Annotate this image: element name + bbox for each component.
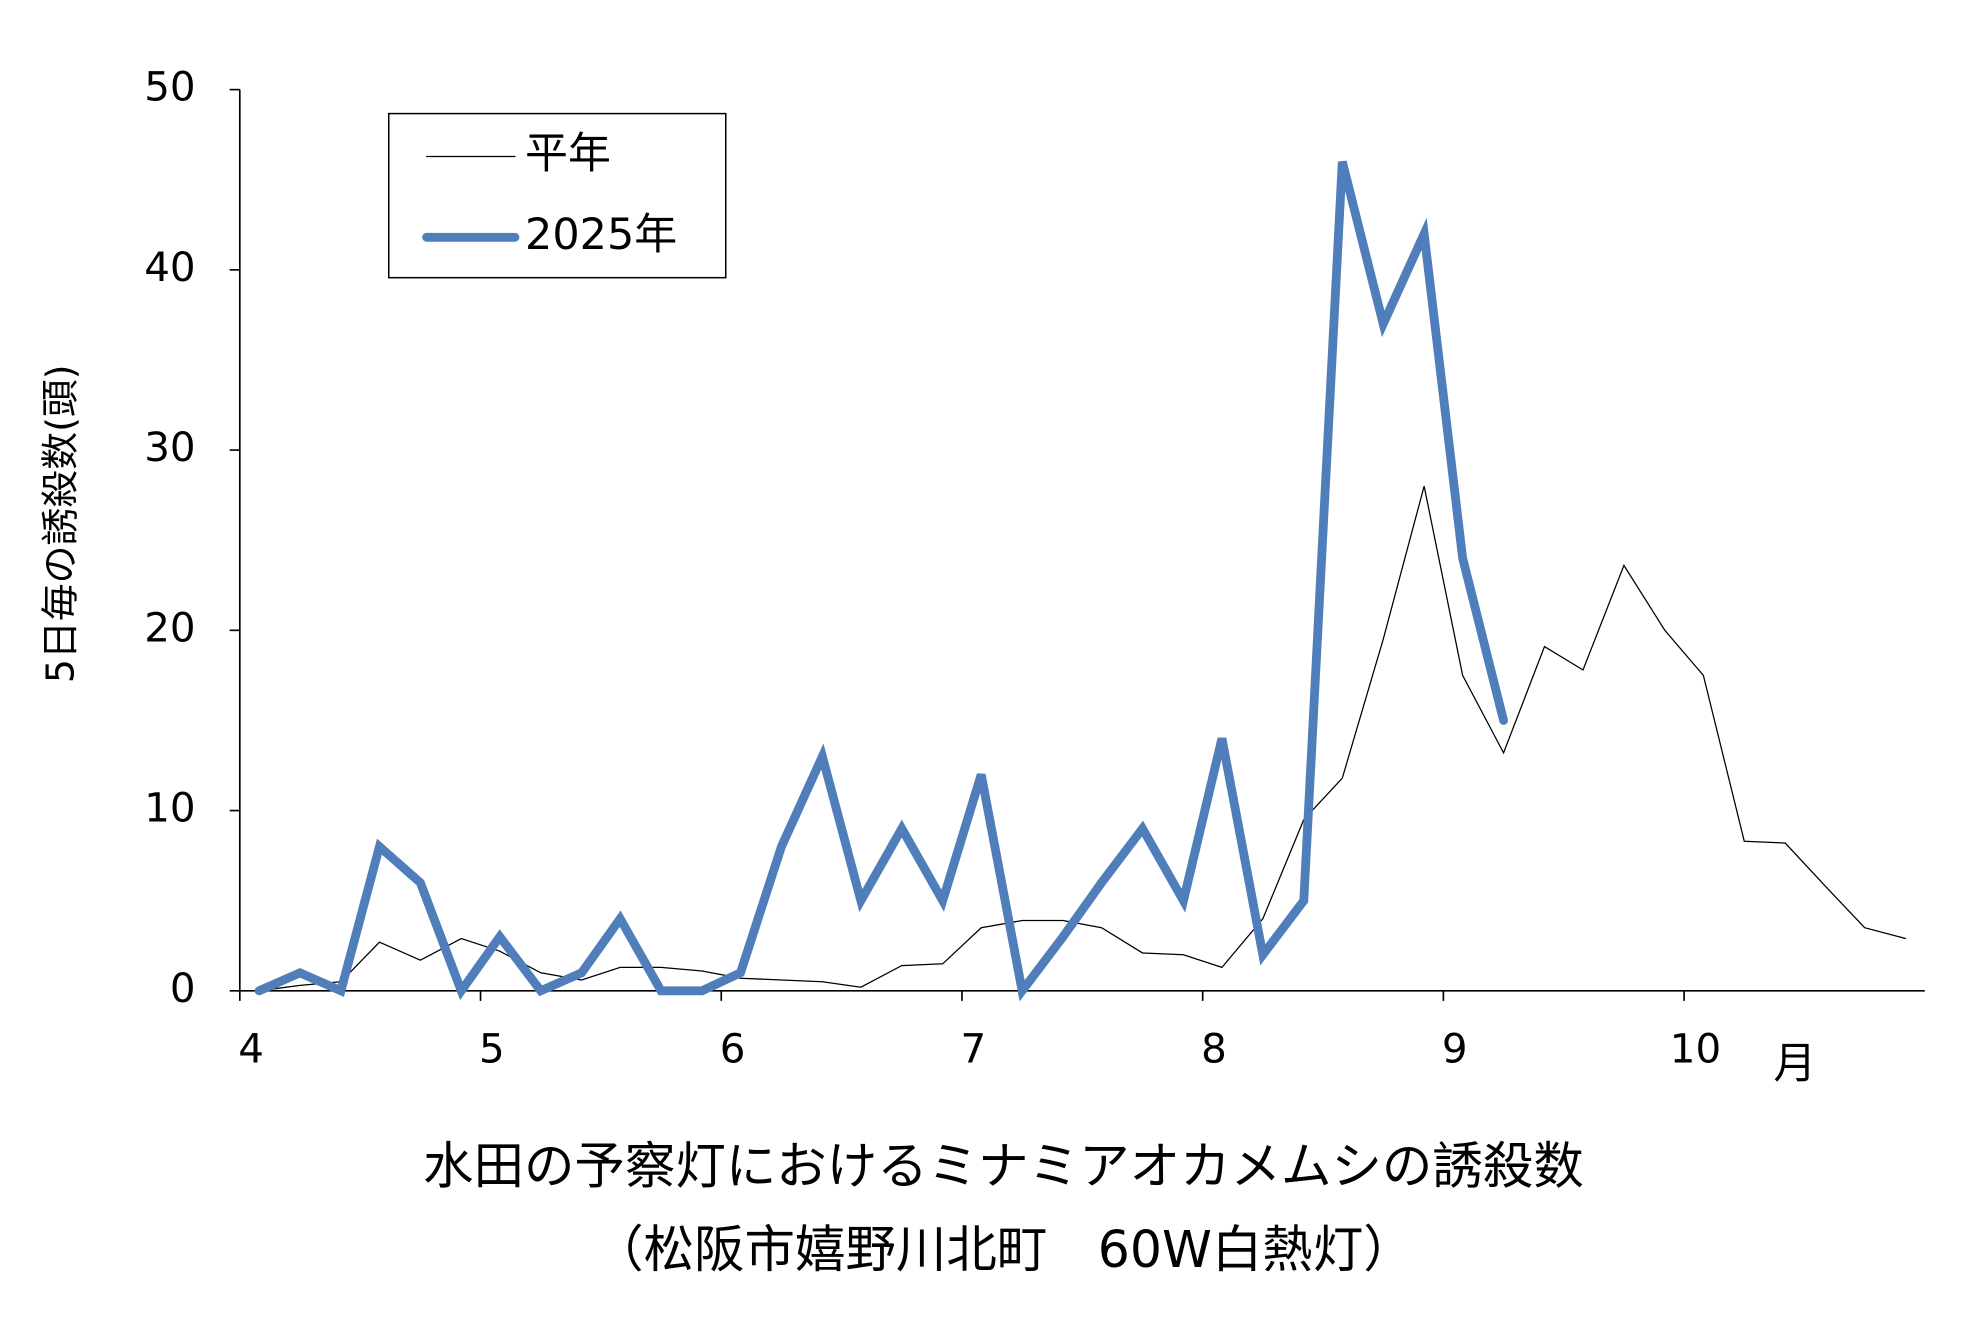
data-line [258, 485, 1907, 992]
x-tick-label: 4 [238, 1025, 264, 1072]
legend-label: 2025年 [525, 210, 677, 260]
chart-title: 水田の予察灯におけるミナミアオカメムシの誘殺数 [423, 1137, 1584, 1196]
y-tick-label: 20 [144, 604, 195, 651]
legend-box [387, 112, 727, 279]
data-line [254, 160, 1508, 1002]
y-tick-label: 30 [144, 424, 195, 471]
y-tick-label: 0 [170, 965, 196, 1012]
chart-subtitle: （松阪市嬉野川北町 60W白熱灯） [593, 1220, 1414, 1279]
y-tick-label: 10 [144, 785, 195, 832]
x-tick-label: 8 [1201, 1025, 1227, 1072]
y-tick-label: 40 [144, 244, 195, 291]
y-axis-label: 5日毎の誘殺数(頭) [39, 364, 83, 683]
x-tick-label: 5 [479, 1025, 505, 1072]
y-tick-label: 50 [144, 64, 195, 111]
x-tick-label: 10 [1670, 1025, 1721, 1072]
x-tick-label: 7 [960, 1025, 986, 1072]
legend-label: 平年 [525, 129, 611, 179]
x-axis-label: 月 [1773, 1039, 1816, 1089]
x-tick-label: 9 [1442, 1025, 1468, 1072]
x-tick-label: 6 [720, 1025, 746, 1072]
